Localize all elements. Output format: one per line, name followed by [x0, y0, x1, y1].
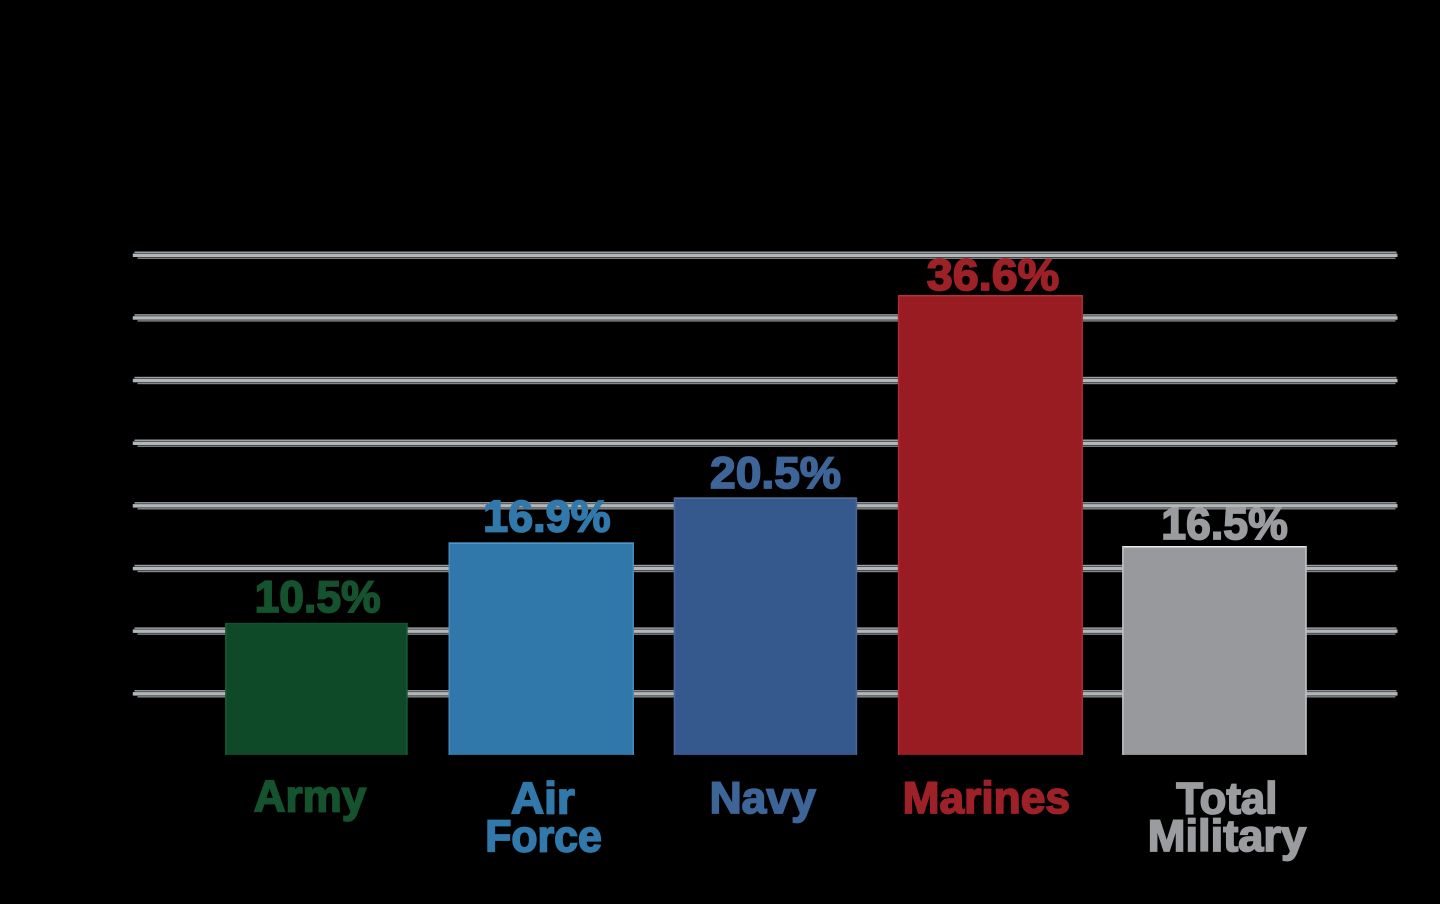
svg-text:16.9%: 16.9%	[483, 493, 610, 542]
svg-text:10.5%: 10.5%	[255, 573, 381, 622]
svg-text:36.6%: 36.6%	[927, 251, 1059, 300]
svg-text:Air: Air	[511, 775, 575, 824]
svg-text:20.5%: 20.5%	[710, 449, 841, 498]
svg-text:Force: Force	[485, 813, 602, 862]
svg-text:Navy: Navy	[710, 774, 816, 823]
svg-text:Marines: Marines	[903, 774, 1070, 823]
svg-text:Military: Military	[1148, 812, 1307, 861]
svg-text:Total: Total	[1176, 775, 1277, 824]
svg-text:16.5%: 16.5%	[1161, 500, 1288, 549]
svg-text:Army: Army	[254, 773, 367, 822]
